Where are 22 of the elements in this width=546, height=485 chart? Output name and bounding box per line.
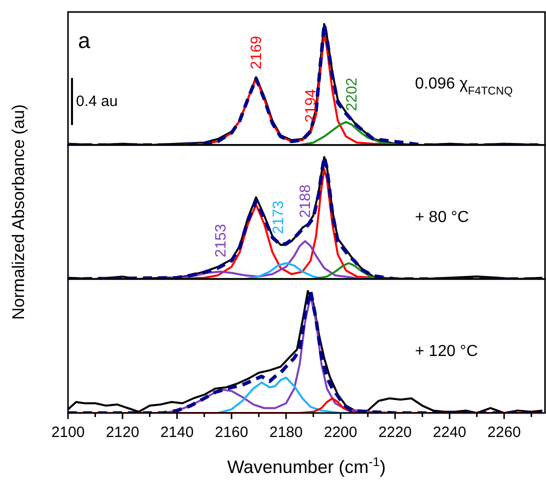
x-tick-label: 2260: [487, 424, 521, 441]
annotation: 2202: [343, 78, 360, 111]
annotation: 2173: [270, 200, 287, 234]
annotation: + 80 °C: [415, 209, 469, 226]
x-tick-label: 2240: [432, 424, 466, 441]
annotation: 2153: [212, 224, 230, 258]
annotation: 0.4 au: [76, 93, 118, 110]
x-tick-label: 2100: [51, 424, 85, 441]
x-tick-label: 2200: [324, 424, 358, 441]
x-axis-title: Wavenumber (cm$^{-1}$): [227, 455, 386, 477]
x-tick-label: 2160: [214, 424, 248, 441]
x-tick-label: 2180: [269, 424, 303, 441]
annotation: 0.096 χ$_{F4TCNQ}$: [415, 76, 513, 98]
x-tick-label: 2220: [378, 424, 412, 441]
annotation: a: [78, 28, 91, 53]
annotation: 2169: [248, 36, 266, 70]
x-tick-label: 2140: [160, 424, 194, 441]
annotation: 2194: [302, 89, 320, 122]
annotation: + 120 °C: [415, 343, 478, 360]
x-tick-label: 2120: [106, 424, 140, 441]
y-axis-title: Normalized Absorbance (au): [9, 104, 28, 320]
annotation: 2188: [297, 184, 314, 218]
